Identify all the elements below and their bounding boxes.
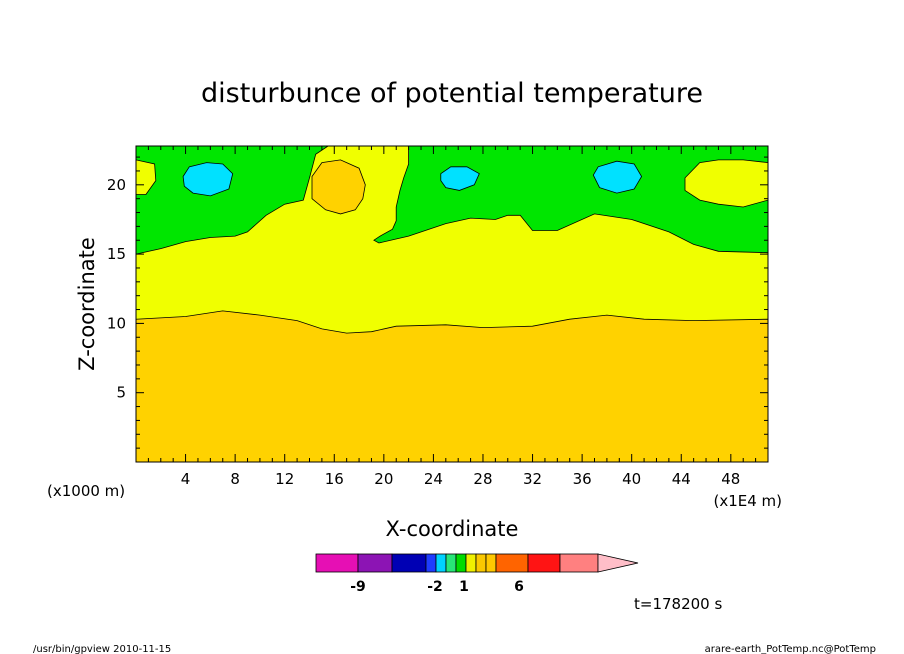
colorbar-swatch: [445, 553, 457, 573]
footer-right: arare-earth_PotTemp.nc@PotTemp: [705, 644, 876, 654]
colorbar-swatch: [475, 553, 487, 573]
x-unit-right: (x1E4 m): [713, 492, 782, 510]
x-tick-label: 16: [325, 470, 344, 488]
colorbar-swatch: [465, 553, 477, 573]
x-tick-label: 40: [622, 470, 641, 488]
axis-ticks: [136, 146, 768, 462]
x-tick-label: 12: [275, 470, 294, 488]
colorbar-arrow: [597, 553, 639, 573]
y-tick-label: 10: [107, 314, 126, 332]
x-tick-label: 24: [424, 470, 443, 488]
y-tick-label: 15: [107, 245, 126, 263]
colorbar-swatch: [455, 553, 467, 573]
colorbar: [315, 553, 639, 573]
y-tick-label: 20: [107, 176, 126, 194]
colorbar-swatch: [559, 553, 599, 573]
orange-blob: [311, 159, 366, 215]
x-axis-title: X-coordinate: [386, 517, 519, 541]
orange-region: [135, 310, 769, 463]
colorbar-swatch: [391, 553, 427, 573]
x-tick-label: 44: [672, 470, 691, 488]
footer-left: /usr/bin/gpview 2010-11-15: [33, 644, 171, 654]
colorbar-swatch: [357, 553, 393, 573]
cyan-blob: [592, 160, 643, 194]
colorbar-label: -2: [427, 579, 443, 595]
x-tick-label: 28: [473, 470, 492, 488]
x-tick-label: 48: [721, 470, 740, 488]
plot-area: [135, 145, 769, 463]
contour-line: [373, 146, 769, 254]
chart-title: disturbunce of potential temperature: [201, 78, 703, 109]
colorbar-swatch: [485, 553, 497, 573]
colorbar-swatch: [425, 553, 437, 573]
colorbar-label: 6: [514, 579, 524, 595]
colorbar-swatch: [435, 553, 447, 573]
y-tick-label: 5: [116, 384, 126, 402]
plot-frame: [135, 145, 769, 463]
x-tick-label: 4: [181, 470, 191, 488]
x-tick-label: 20: [374, 470, 393, 488]
colorbar-swatch: [315, 553, 359, 573]
colorbar-label: 1: [459, 579, 469, 595]
contour-line: [135, 145, 329, 255]
x-tick-label: 8: [230, 470, 240, 488]
cyan-blob: [440, 166, 480, 191]
colorbar-labels: -9 -2 1 6: [350, 579, 524, 595]
colorbar-label: -9: [350, 579, 366, 595]
time-label: t=178200 s: [634, 595, 722, 613]
x-tick-label: 36: [573, 470, 592, 488]
colorbar-swatch: [527, 553, 561, 573]
y-axis-title: Z-coordinate: [75, 237, 99, 371]
cyan-blob: [182, 162, 234, 197]
x-unit-left: (x1000 m): [47, 482, 125, 500]
x-tick-label: 32: [523, 470, 542, 488]
colorbar-swatch: [495, 553, 529, 573]
